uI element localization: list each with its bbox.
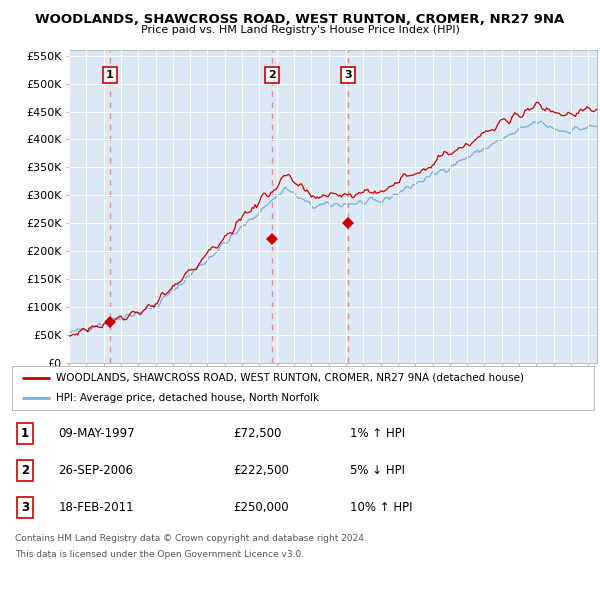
Text: 3: 3: [344, 70, 352, 80]
Text: 3: 3: [21, 501, 29, 514]
Text: 18-FEB-2011: 18-FEB-2011: [59, 501, 134, 514]
Text: 09-MAY-1997: 09-MAY-1997: [59, 427, 135, 440]
Text: 1% ↑ HPI: 1% ↑ HPI: [350, 427, 404, 440]
Text: 2: 2: [268, 70, 276, 80]
Text: 2: 2: [21, 464, 29, 477]
Text: 10% ↑ HPI: 10% ↑ HPI: [350, 501, 412, 514]
Text: £222,500: £222,500: [233, 464, 289, 477]
Text: £250,000: £250,000: [233, 501, 289, 514]
Text: Contains HM Land Registry data © Crown copyright and database right 2024.: Contains HM Land Registry data © Crown c…: [15, 534, 367, 543]
Text: £72,500: £72,500: [233, 427, 281, 440]
Text: 1: 1: [21, 427, 29, 440]
Text: 5% ↓ HPI: 5% ↓ HPI: [350, 464, 404, 477]
Text: WOODLANDS, SHAWCROSS ROAD, WEST RUNTON, CROMER, NR27 9NA: WOODLANDS, SHAWCROSS ROAD, WEST RUNTON, …: [35, 13, 565, 26]
Text: Price paid vs. HM Land Registry's House Price Index (HPI): Price paid vs. HM Land Registry's House …: [140, 25, 460, 35]
Text: This data is licensed under the Open Government Licence v3.0.: This data is licensed under the Open Gov…: [15, 550, 304, 559]
Text: HPI: Average price, detached house, North Norfolk: HPI: Average price, detached house, Nort…: [56, 393, 319, 403]
Text: 1: 1: [106, 70, 114, 80]
Text: 26-SEP-2006: 26-SEP-2006: [59, 464, 134, 477]
Text: WOODLANDS, SHAWCROSS ROAD, WEST RUNTON, CROMER, NR27 9NA (detached house): WOODLANDS, SHAWCROSS ROAD, WEST RUNTON, …: [56, 373, 524, 383]
